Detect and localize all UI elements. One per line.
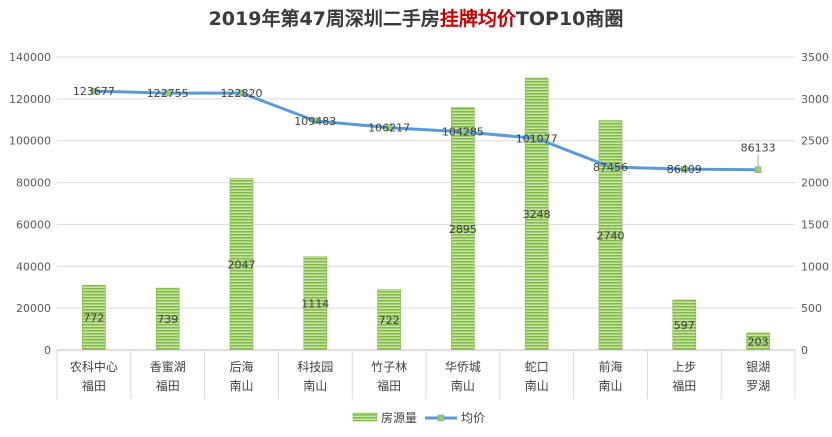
bar-data-label: 739 [157, 313, 178, 326]
line-data-label: 109483 [294, 115, 336, 128]
line-series-path [93, 89, 759, 172]
bar-data-label: 2047 [228, 258, 256, 271]
category-district-label: 南山 [598, 378, 622, 393]
line-point [533, 135, 540, 142]
line-point [607, 163, 614, 171]
category-district-label: 南山 [451, 378, 475, 393]
right-axis-tick-label: 3000 [801, 93, 829, 106]
title-suffix: TOP10商圈 [515, 8, 624, 30]
legend-bar-swatch [352, 412, 378, 422]
left-axis-tick-label: 20000 [16, 302, 51, 315]
bar-data-label: 2895 [449, 223, 477, 236]
line-data-label: 106217 [368, 122, 410, 135]
title-highlight: 挂牌均价 [439, 8, 516, 30]
line-point [312, 117, 319, 125]
category-label: 银湖 [746, 359, 770, 374]
right-axis-tick-label: 1500 [801, 218, 829, 231]
left-axis-tick-label: 40000 [16, 260, 51, 273]
bar-data-label: 2740 [597, 229, 625, 242]
right-axis-tick-label: 2500 [801, 135, 829, 148]
left-axis-tick-label: 100000 [9, 135, 51, 148]
chart-title: 2019年第47周深圳二手房挂牌均价TOP10商圈 [0, 4, 832, 31]
line-data-label: 122820 [221, 87, 263, 100]
bar-data-label: 772 [83, 312, 104, 325]
category-label: 竹子林 [371, 360, 407, 374]
bar-data-label: 3248 [523, 208, 551, 221]
category-district-label: 南山 [229, 378, 253, 393]
bar-data-label: 597 [674, 319, 695, 332]
category-label: 华侨城 [445, 360, 481, 374]
category-district-label: 罗湖 [746, 378, 770, 393]
category-label: 香蜜湖 [150, 359, 186, 374]
category-label: 前海 [598, 359, 622, 374]
category-district-label: 南山 [525, 378, 549, 393]
legend-label: 均价 [461, 411, 485, 425]
left-axis-tick-label: 120000 [9, 93, 51, 106]
left-axis-tick-label: 60000 [16, 218, 51, 231]
line-point [681, 165, 688, 173]
line-data-label: 104285 [442, 126, 484, 139]
line-data-label: 86133 [741, 142, 776, 155]
line-data-label: 123677 [73, 85, 115, 98]
right-axis-tick-label: 1000 [801, 260, 829, 273]
line-point [459, 128, 467, 135]
line-data-label: 101077 [516, 132, 558, 145]
line-data-label: 87456 [593, 161, 628, 174]
category-district-label: 福田 [377, 378, 401, 393]
line-point [385, 124, 393, 131]
bar-data-label: 722 [379, 314, 400, 327]
title-prefix: 2019年第47周深圳二手房 [208, 8, 440, 30]
line-point [754, 166, 762, 173]
right-axis-tick-label: 500 [801, 302, 822, 315]
bar-data-label: 203 [748, 336, 769, 349]
category-label: 农科中心 [70, 359, 118, 374]
category-label: 上步 [672, 360, 696, 374]
line-data-label: 86409 [667, 163, 702, 176]
category-district-label: 福田 [672, 378, 696, 393]
left-axis-tick-label: 80000 [16, 177, 51, 190]
right-axis-tick-label: 2000 [801, 177, 829, 190]
right-axis-tick-label: 0 [801, 344, 808, 357]
left-axis-tick-label: 140000 [9, 51, 51, 64]
category-label: 科技园 [297, 360, 333, 374]
category-label: 后海 [229, 359, 253, 374]
left-axis-tick-label: 0 [44, 344, 51, 357]
category-district-label: 南山 [303, 378, 327, 393]
category-district-label: 福田 [82, 378, 106, 393]
category-label: 蛇口 [525, 359, 549, 374]
legend-line-marker [437, 414, 445, 422]
category-district-label: 福田 [156, 378, 180, 393]
line-data-label: 122755 [147, 87, 189, 100]
line-point [90, 87, 98, 95]
right-axis-tick-label: 3500 [801, 51, 829, 64]
line-point [164, 89, 171, 97]
bar-data-label: 1114 [301, 297, 329, 310]
line-point [238, 89, 245, 97]
legend-label: 房源量 [381, 410, 417, 425]
